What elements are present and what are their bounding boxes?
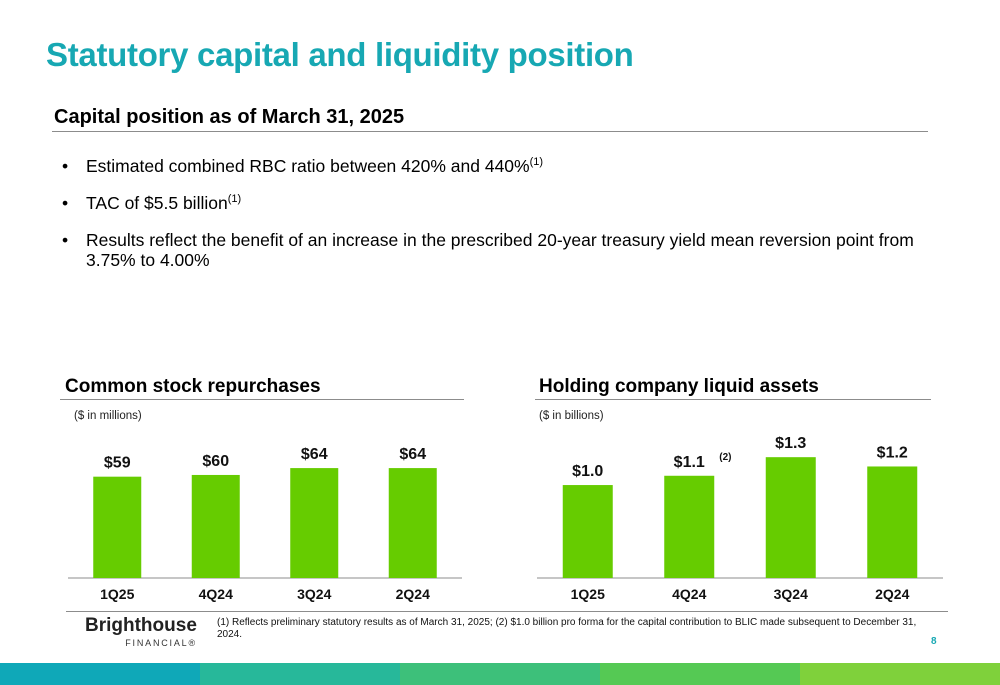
footer-band-segment [0,663,200,685]
bullet-item-tac: TAC of $5.5 billion(1) [62,193,962,213]
category-label: 3Q24 [774,586,808,602]
bar-value-label: $59 [104,455,131,472]
footer-band-segment [800,663,1000,685]
footer-band-segment [400,663,600,685]
bullet-item-rbc: Estimated combined RBC ratio between 420… [62,156,962,176]
footnote: (1) Reflects preliminary statutory resul… [217,617,917,640]
liquid-assets-chart-svg: $1.0 1Q25 $1.1 (2) 4Q24 $1.3 3Q24 $1.2 2Q24 [537,435,943,602]
page-number: 8 [931,636,937,647]
category-label: 4Q24 [672,586,706,602]
chart-title-rule [535,399,931,400]
chart-unit-label: ($ in millions) [74,410,142,422]
bullet-list: Estimated combined RBC ratio between 420… [62,156,962,287]
bar-value-label: $1.1 [674,454,705,471]
slide-title: Statutory capital and liquidity position [46,36,634,73]
footer-band-segment [600,663,800,685]
footer-rule [66,611,948,612]
bar [664,475,715,578]
category-label: 4Q24 [199,586,233,602]
liquid-assets-chart: Holding company liquid assets ($ in bill… [535,372,945,612]
category-label: 1Q25 [100,586,134,602]
chart-unit-label: ($ in billions) [539,410,604,422]
bar [191,474,240,578]
repurchases-chart-svg: $59 1Q25 $60 4Q24 $64 3Q24 $64 2Q24 [68,446,462,602]
bar [765,457,816,578]
bar-value-label: $1.0 [572,463,603,480]
bar-value-label: $60 [202,453,229,470]
bar-value-label: $1.3 [775,435,806,452]
bar [562,485,613,578]
section-rule [52,131,928,132]
bar-footnote-marker: (2) [719,452,731,463]
bar [867,466,918,578]
repurchases-chart: Common stock repurchases ($ in millions)… [60,372,470,612]
bar [388,468,437,578]
chart-title: Common stock repurchases [65,376,321,397]
bar-value-label: $64 [301,446,328,463]
bar [93,476,142,578]
brighthouse-logo: Brighthouse FINANCIAL® [85,615,197,649]
chart-title-rule [60,399,464,400]
bullet-item-results: Results reflect the benefit of an increa… [62,230,962,270]
chart-title: Holding company liquid assets [539,376,819,397]
category-label: 3Q24 [297,586,331,602]
category-label: 2Q24 [875,586,909,602]
bar-value-label: $1.2 [877,444,908,461]
bar-value-label: $64 [399,446,426,463]
category-label: 1Q25 [571,586,605,602]
bar [290,468,339,578]
section-title: Capital position as of March 31, 2025 [54,106,405,128]
footer-band-segment [200,663,400,685]
category-label: 2Q24 [396,586,430,602]
